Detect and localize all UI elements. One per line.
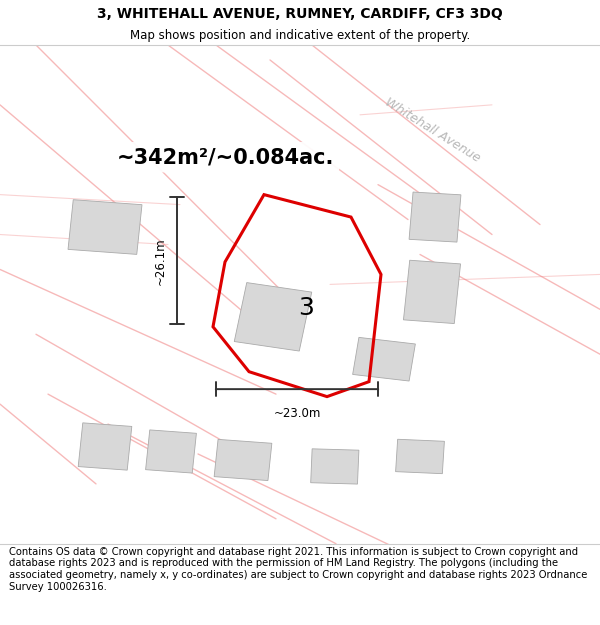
Text: Whitehall Avenue: Whitehall Avenue (382, 95, 482, 164)
Text: 3: 3 (298, 296, 314, 320)
Polygon shape (146, 430, 196, 473)
Text: ~26.1m: ~26.1m (154, 237, 167, 284)
Text: 3, WHITEHALL AVENUE, RUMNEY, CARDIFF, CF3 3DQ: 3, WHITEHALL AVENUE, RUMNEY, CARDIFF, CF… (97, 6, 503, 21)
Text: ~342m²/~0.084ac.: ~342m²/~0.084ac. (117, 148, 334, 168)
Polygon shape (353, 338, 415, 381)
Text: Contains OS data © Crown copyright and database right 2021. This information is : Contains OS data © Crown copyright and d… (9, 547, 587, 592)
Text: ~23.0m: ~23.0m (274, 407, 320, 419)
Polygon shape (68, 200, 142, 254)
Polygon shape (403, 260, 461, 324)
Text: Map shows position and indicative extent of the property.: Map shows position and indicative extent… (130, 29, 470, 42)
Polygon shape (214, 439, 272, 481)
Polygon shape (395, 439, 445, 474)
Polygon shape (78, 423, 132, 470)
Polygon shape (311, 449, 359, 484)
Polygon shape (409, 192, 461, 242)
Polygon shape (234, 282, 312, 351)
